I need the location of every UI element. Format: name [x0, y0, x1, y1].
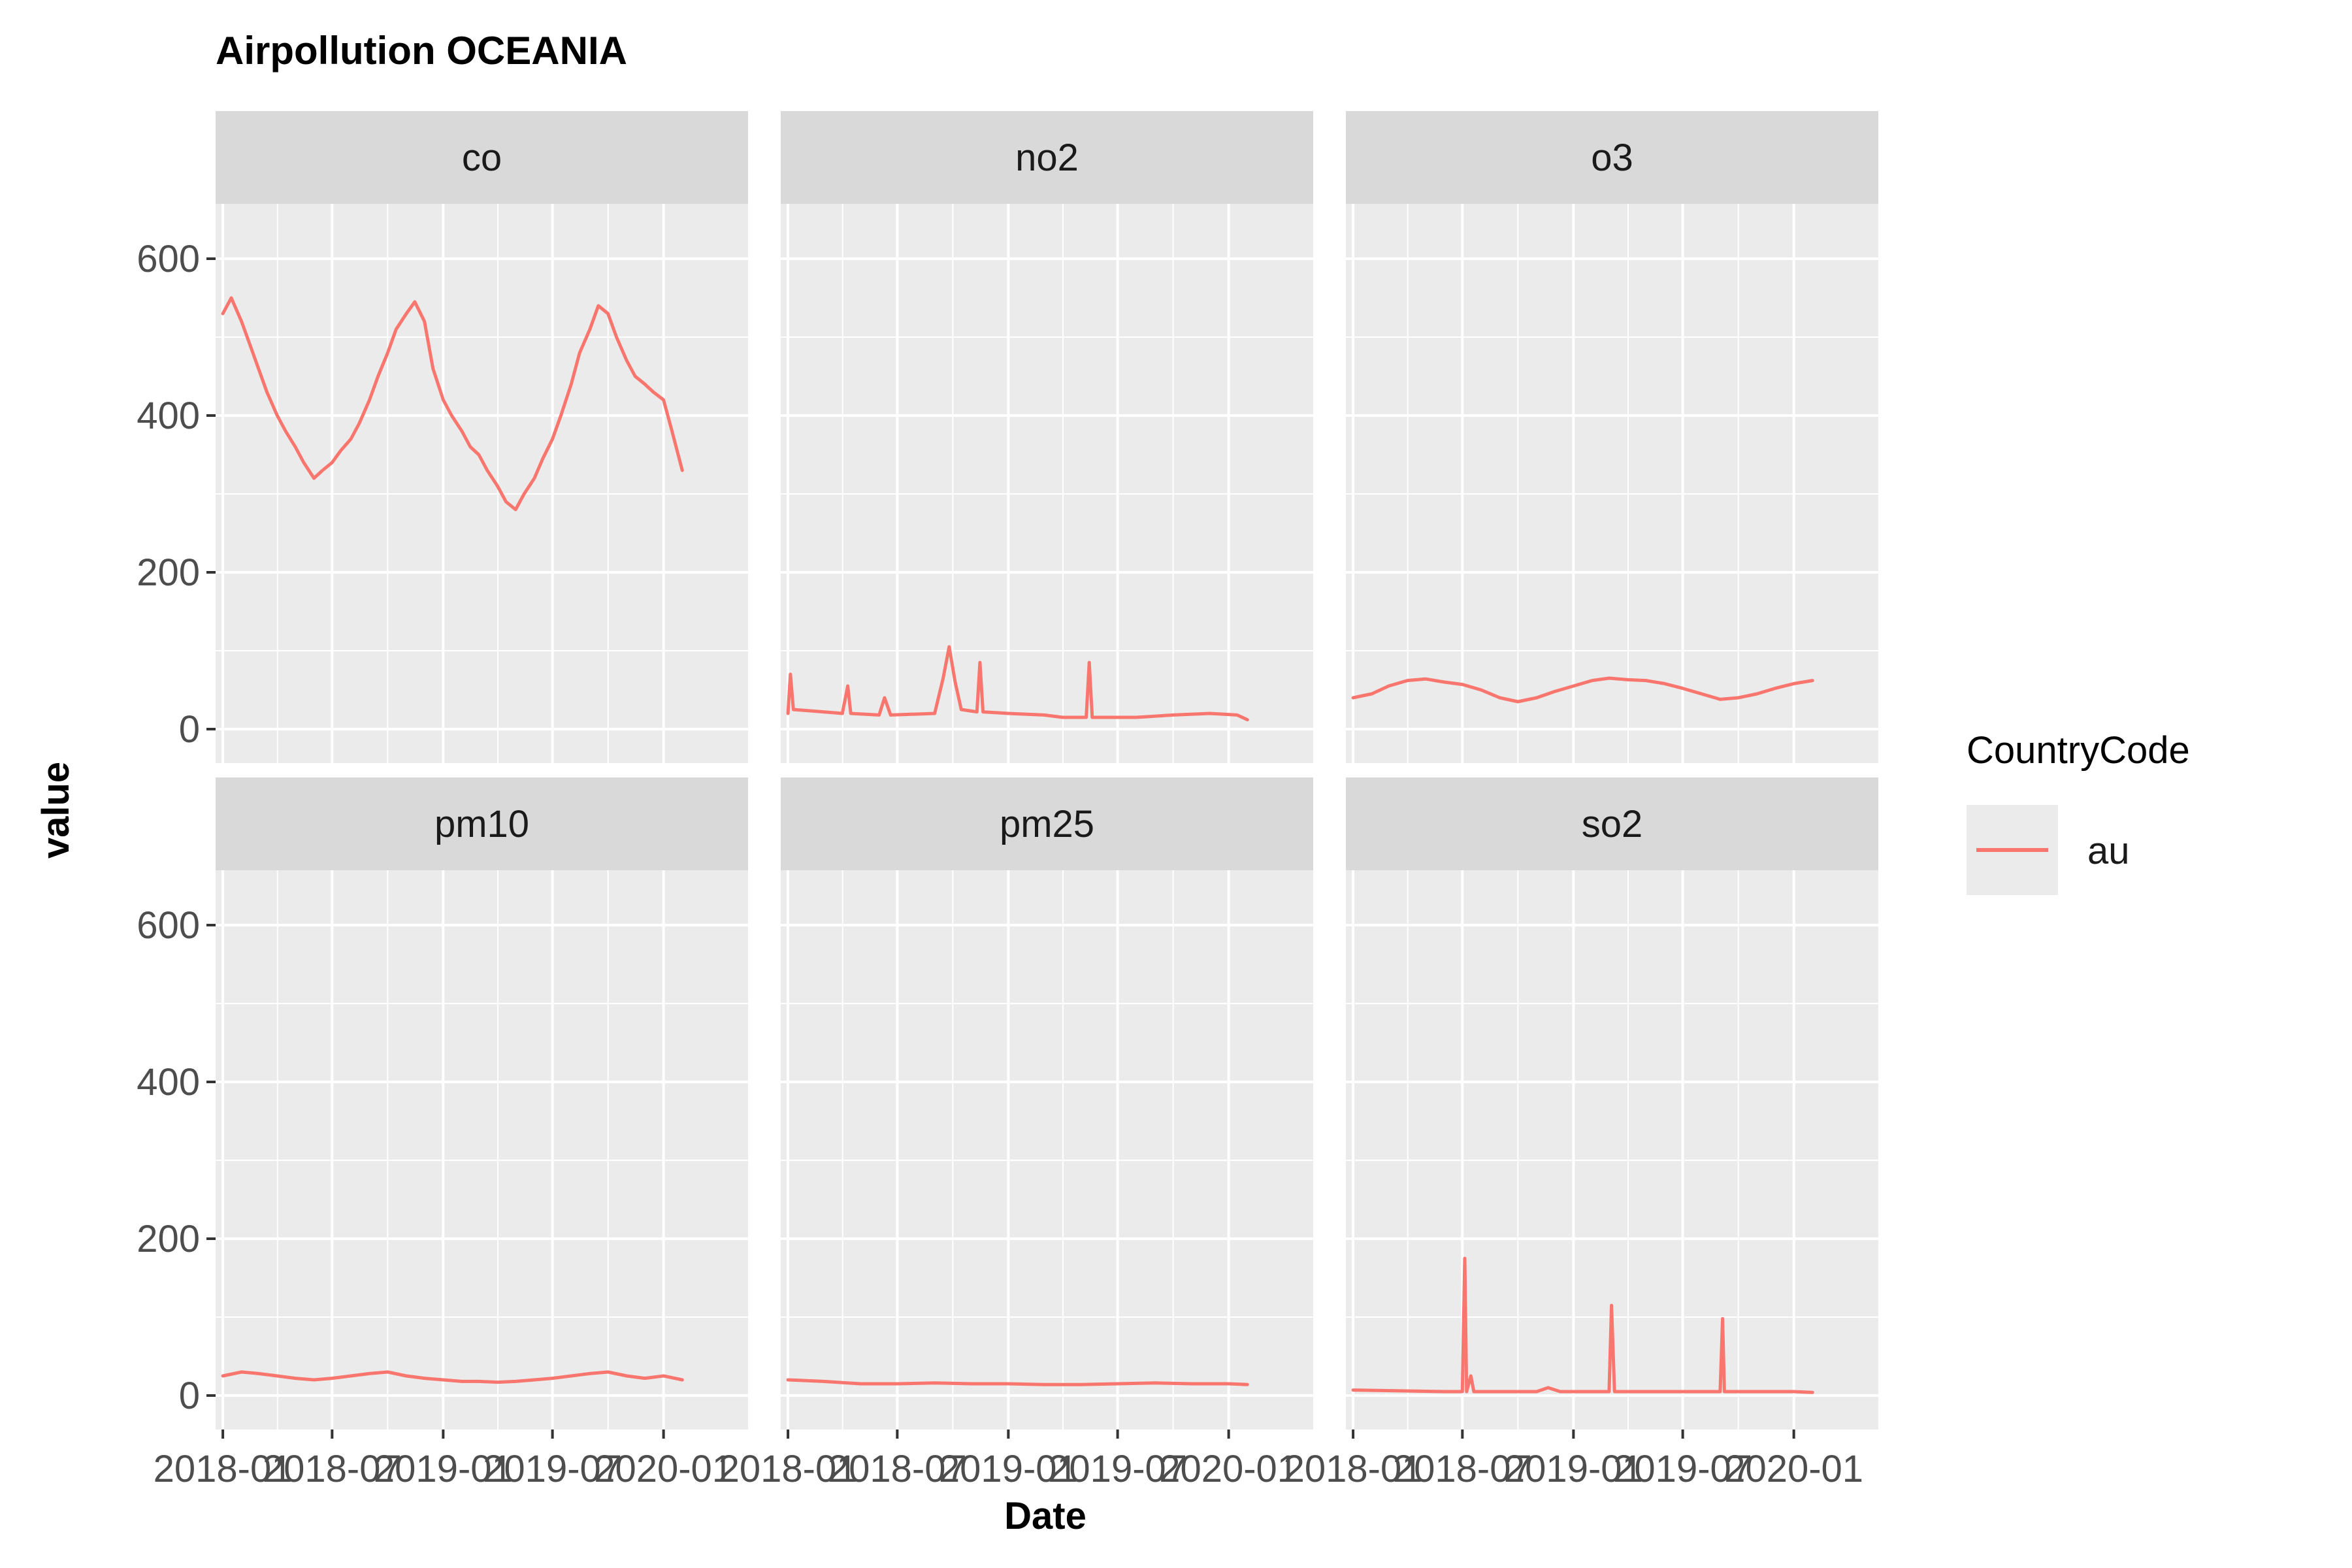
- panel-background-o3: [1346, 204, 1878, 763]
- x-tick-label: 2019-01: [939, 1448, 1078, 1490]
- series-line-au-no2: [786, 645, 1249, 722]
- y-tick-label: 200: [137, 551, 200, 594]
- legend: CountryCode au: [1967, 729, 2190, 895]
- series-line-au-pm10: [221, 1370, 684, 1384]
- facet-no2: no2: [781, 111, 1313, 763]
- panel-background-pm25: [781, 870, 1313, 1429]
- x-tick-label: 2020-01: [594, 1448, 733, 1490]
- x-tick-label: 2018-01: [154, 1448, 293, 1490]
- facet-strip-label-o3: o3: [1591, 137, 1633, 179]
- facet-o3: o3: [1346, 111, 1878, 763]
- x-tick-label: 2020-01: [1724, 1448, 1863, 1490]
- y-tick-label: 600: [137, 904, 200, 947]
- facet-co: co 0 200 400 600: [137, 111, 748, 763]
- chart-title: Airpollution OCEANIA: [216, 29, 627, 73]
- legend-title: CountryCode: [1967, 729, 2190, 772]
- y-tick-label: 0: [179, 708, 200, 751]
- x-tick-label: 2019-07: [1613, 1448, 1752, 1490]
- facet-strip-no2: [781, 111, 1313, 204]
- y-tick-label: 0: [179, 1375, 200, 1417]
- panel-background-no2: [781, 204, 1313, 763]
- facet-pm10: pm10 0 200 400 600 2018-012018-072019-012019-…: [137, 777, 748, 1490]
- series-line-au-so2: [1351, 1256, 1814, 1394]
- x-axis-label: Date: [1004, 1495, 1086, 1537]
- x-tick-label: 2018-07: [828, 1448, 967, 1490]
- x-tick-label: 2020-01: [1159, 1448, 1298, 1490]
- x-tick-label: 2018-01: [1284, 1448, 1423, 1490]
- x-tick-label: 2018-07: [263, 1448, 402, 1490]
- facet-strip-o3: [1346, 111, 1878, 204]
- y-tick-label: 600: [137, 238, 200, 280]
- legend-entry-au: au: [2087, 830, 2130, 872]
- series-line-au-o3: [1351, 676, 1814, 704]
- x-tick-label: 2018-01: [719, 1448, 858, 1490]
- x-tick-label: 2019-01: [374, 1448, 513, 1490]
- facet-strip-label-pm25: pm25: [1000, 803, 1094, 845]
- facet-strip-label-pm10: pm10: [434, 803, 529, 845]
- y-axis-label: value: [35, 762, 77, 858]
- y-tick-label: 400: [137, 1061, 200, 1103]
- y-tick-label: 400: [137, 395, 200, 437]
- facet-strip-label-no2: no2: [1015, 137, 1079, 179]
- x-tick-label: 2019-01: [1504, 1448, 1643, 1490]
- facet-strip-co: [216, 111, 748, 204]
- facet-strip-pm25: [781, 777, 1313, 870]
- facet-strip-label-co: co: [462, 137, 502, 179]
- facet-strip-pm10: [216, 777, 748, 870]
- series-line-au-co: [221, 296, 684, 512]
- y-tick-label: 200: [137, 1218, 200, 1260]
- x-tick-label: 2019-07: [483, 1448, 622, 1490]
- series-line-au-pm25: [786, 1378, 1249, 1386]
- x-tick-label: 2018-07: [1393, 1448, 1532, 1490]
- x-tick-label: 2019-07: [1048, 1448, 1187, 1490]
- facet-strip-label-so2: so2: [1582, 803, 1643, 845]
- panel-background-co: [216, 204, 748, 763]
- panel-background-pm10: [216, 870, 748, 1429]
- facet-strip-so2: [1346, 777, 1878, 870]
